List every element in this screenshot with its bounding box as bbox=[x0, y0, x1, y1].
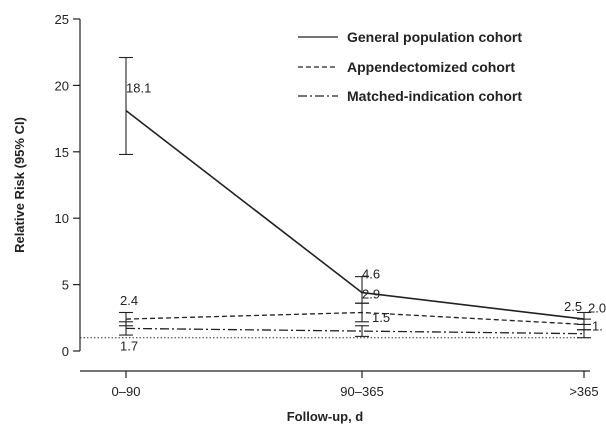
data-label: 18.1 bbox=[126, 81, 151, 96]
series-layer bbox=[119, 56, 591, 339]
legend-label: Appendectomized cohort bbox=[347, 59, 515, 75]
data-label: 2.5 bbox=[564, 299, 582, 314]
legend-label: Matched-indication cohort bbox=[347, 88, 522, 104]
data-label: 1.7 bbox=[120, 338, 138, 353]
data-label: 2.9 bbox=[362, 286, 380, 301]
data-label: 2.4 bbox=[120, 293, 138, 308]
legend-label: General population cohort bbox=[347, 29, 522, 45]
x-tick-label: 90–365 bbox=[340, 384, 383, 399]
y-tick-label: 0 bbox=[62, 344, 69, 359]
series-line bbox=[125, 327, 585, 335]
data-labels: 18.1 4.6 2.5 2.4 2.9 2.0 1.7 1.5 1. bbox=[120, 81, 606, 354]
data-label: 2.0 bbox=[588, 300, 606, 315]
x-tick-label: >365 bbox=[569, 384, 598, 399]
series-3 bbox=[119, 321, 591, 339]
series-line bbox=[125, 311, 585, 326]
series-line bbox=[125, 109, 585, 320]
y-tick-label: 5 bbox=[62, 278, 69, 293]
x-axis-title: Follow-up, d bbox=[287, 409, 364, 424]
data-label: 1. bbox=[592, 319, 603, 334]
axes: 0 5 10 15 20 25 0–90 90–365 >365 Follow-up, d Rela… bbox=[12, 12, 599, 424]
data-label: 1.5 bbox=[372, 310, 390, 325]
y-axis-title: Relative Risk (95% CI) bbox=[12, 117, 27, 253]
y-tick-label: 20 bbox=[55, 78, 69, 93]
y-tick-label: 25 bbox=[55, 12, 69, 27]
legend: General population cohort Appendectomized… bbox=[298, 29, 522, 104]
y-tick-label: 15 bbox=[55, 145, 69, 160]
y-tick-label: 10 bbox=[55, 211, 69, 226]
x-tick-label: 0–90 bbox=[112, 384, 141, 399]
data-label: 4.6 bbox=[362, 267, 380, 282]
